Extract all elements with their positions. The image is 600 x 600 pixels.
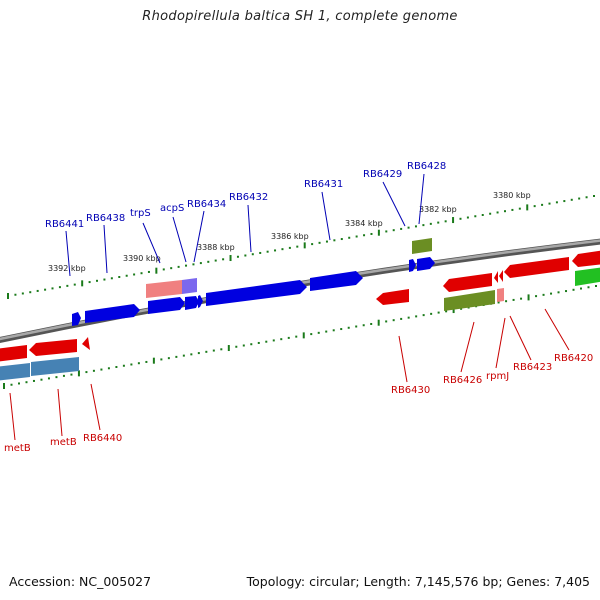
gene-red-right[interactable] — [572, 250, 600, 267]
gene-rb6431[interactable] — [310, 271, 363, 291]
reverse-genes — [0, 250, 600, 381]
gene-rb6432[interactable] — [206, 280, 307, 306]
gene-label[interactable]: metB — [4, 443, 31, 454]
gene-label[interactable]: RB6441 — [45, 219, 84, 230]
reverse-gene-labels: metB metB RB6440 RB6430 RB6426 rpmJ RB64… — [4, 353, 593, 454]
gene-trps-rna[interactable] — [146, 280, 182, 298]
gene-rb6423[interactable] — [499, 270, 503, 282]
gene-rb6438[interactable] — [85, 304, 140, 323]
gene-label[interactable]: RB6438 — [86, 213, 125, 224]
gene-label[interactable]: RB6430 — [391, 385, 430, 396]
gene-label[interactable]: RB6426 — [443, 375, 482, 386]
gene-metb-steel-1[interactable] — [0, 363, 30, 381]
forward-gene-labels: RB6441 RB6438 trpS acpS RB6434 RB6432 RB… — [45, 161, 446, 230]
gene-olive-top[interactable] — [412, 238, 432, 254]
gene-label[interactable]: RB6423 — [513, 362, 552, 373]
accession-text: Accession: NC_005027 — [9, 574, 152, 589]
gene-rb6430[interactable] — [376, 289, 409, 305]
gene-label[interactable]: RB6420 — [554, 353, 593, 364]
gene-rb6420[interactable] — [504, 257, 569, 278]
gene-rb6426[interactable] — [443, 273, 492, 292]
gene-label[interactable]: RB6429 — [363, 169, 402, 180]
gene-rb6440[interactable] — [82, 337, 90, 350]
gene-label[interactable]: acpS — [160, 203, 184, 214]
genome-summary-text: Topology: circular; Length: 7,145,576 bp… — [246, 574, 590, 589]
tick-label: 3390 kbp — [123, 254, 161, 263]
gene-label[interactable]: metB — [50, 437, 77, 448]
gene-metb-red-2[interactable] — [29, 339, 77, 356]
gene-acps[interactable] — [185, 296, 199, 310]
gene-rb6428[interactable] — [417, 257, 435, 271]
gene-label[interactable]: trpS — [130, 208, 151, 219]
reverse-leader-lines — [9, 308, 570, 441]
tick-labels: 3392 kbp 3390 kbp 3388 kbp 3386 kbp 3384… — [48, 191, 531, 273]
gene-rpmj[interactable] — [494, 271, 498, 283]
tick-label: 3386 kbp — [271, 232, 309, 241]
gene-trps[interactable] — [148, 297, 185, 314]
forward-tick-track — [7, 195, 595, 299]
gene-label[interactable]: RB6432 — [229, 192, 268, 203]
gene-green-right[interactable] — [575, 267, 600, 286]
page-title: Rhodopirellula baltica SH 1, complete ge… — [142, 9, 458, 24]
gene-rb6441[interactable] — [72, 312, 81, 326]
gene-label[interactable]: RB6428 — [407, 161, 446, 172]
tick-label: 3384 kbp — [345, 219, 383, 228]
gene-label[interactable]: RB6431 — [304, 179, 343, 190]
gene-metb-red-1[interactable] — [0, 345, 27, 362]
gene-rpmj-rna[interactable] — [497, 288, 504, 302]
gene-label[interactable]: RB6434 — [187, 199, 226, 210]
gene-metb-steel-2[interactable] — [31, 357, 79, 376]
tick-label: 3392 kbp — [48, 264, 86, 273]
gene-acps-rna[interactable] — [182, 278, 197, 294]
tick-label: 3388 kbp — [197, 243, 235, 252]
forward-leader-lines — [65, 173, 425, 277]
gene-label[interactable]: RB6440 — [83, 433, 122, 444]
forward-genes — [72, 238, 435, 326]
gene-label[interactable]: rpmJ — [486, 371, 509, 382]
gene-olive-bottom[interactable] — [444, 290, 495, 311]
tick-label: 3382 kbp — [419, 205, 457, 214]
gene-rb6429[interactable] — [409, 259, 416, 272]
gene-rb6434[interactable] — [198, 295, 203, 308]
tick-label: 3380 kbp — [493, 191, 531, 200]
